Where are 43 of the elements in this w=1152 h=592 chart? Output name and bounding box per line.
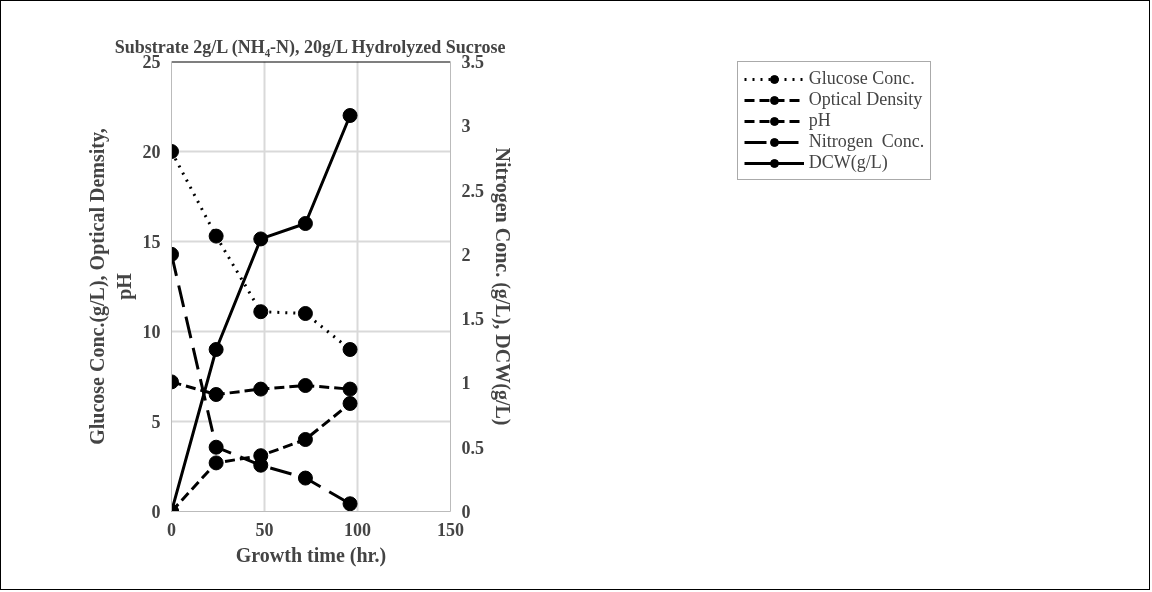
y2-tick-label: 0.5 bbox=[461, 437, 484, 458]
y-tick-label: 20 bbox=[142, 142, 161, 162]
point bbox=[297, 216, 313, 231]
x-axis-title: Growth time (hr.) bbox=[235, 543, 387, 567]
y2-tick-label: 3 bbox=[461, 116, 471, 137]
y2-tick-label: 0 bbox=[461, 502, 471, 522]
y2-tick-label: 1.5 bbox=[461, 309, 484, 330]
y2-axis-title: Nitrogen Conc. (g/L), DCW(g/L) bbox=[491, 147, 514, 426]
x-tick-label: 100 bbox=[344, 519, 371, 540]
point bbox=[208, 342, 224, 357]
y-tick-label: 5 bbox=[151, 412, 161, 432]
point bbox=[342, 108, 358, 123]
point bbox=[342, 396, 358, 411]
legend-label: Optical Density bbox=[808, 89, 923, 110]
y2-tick-label: 3.5 bbox=[461, 52, 484, 72]
y-tick-label: 10 bbox=[142, 322, 161, 342]
x-tick-label: 0 bbox=[167, 519, 176, 540]
point bbox=[208, 387, 224, 402]
point bbox=[297, 470, 313, 486]
point bbox=[253, 304, 269, 320]
point bbox=[297, 432, 313, 447]
y-axis-title: Glucose Conc.(g/L), Optical Demsity, pH bbox=[86, 128, 136, 445]
legend-label: Nitrogen Conc. bbox=[808, 131, 925, 152]
point bbox=[297, 378, 313, 393]
point bbox=[208, 439, 224, 455]
y2-tick-label: 2.5 bbox=[461, 180, 484, 201]
point bbox=[253, 231, 269, 247]
point bbox=[342, 342, 358, 357]
legend-label: DCW(g/L) bbox=[808, 152, 888, 173]
x-tick-label: 150 bbox=[437, 519, 464, 540]
point bbox=[208, 455, 224, 471]
legend-label: pH bbox=[808, 110, 831, 131]
y2-tick-label: 1 bbox=[461, 373, 471, 394]
point bbox=[208, 228, 224, 244]
point bbox=[342, 496, 358, 512]
x-tick-label: 50 bbox=[255, 519, 274, 540]
legend-label: Glucose Conc. bbox=[808, 68, 915, 89]
point bbox=[253, 381, 269, 397]
y-tick-label: 0 bbox=[151, 502, 161, 522]
point bbox=[297, 306, 313, 321]
point bbox=[342, 381, 358, 397]
y-tick-label: 15 bbox=[142, 232, 161, 252]
y2-tick-label: 2 bbox=[461, 244, 471, 265]
